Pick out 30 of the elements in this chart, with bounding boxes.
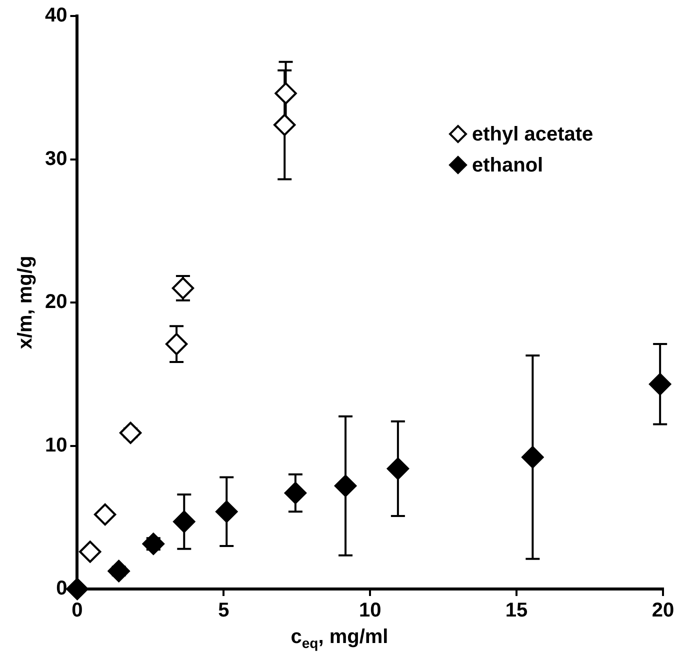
point <box>142 532 164 555</box>
x-axis-title: c$_{eq}$, mg/ml <box>290 626 390 651</box>
point <box>66 578 88 600</box>
point <box>79 540 102 563</box>
y-tick-label: 40 <box>44 4 68 27</box>
y-axis-title: x/m, mg/g <box>14 256 37 350</box>
point <box>120 422 142 444</box>
y-tick-label: 10 <box>44 434 68 456</box>
y-tick-label: 30 <box>44 148 68 170</box>
point <box>284 482 306 504</box>
legend-label: ethanol <box>472 154 544 177</box>
y-tick-label: 20 <box>44 291 68 314</box>
x-tick-label: 0 <box>72 600 83 622</box>
point <box>216 500 238 523</box>
point <box>94 504 116 526</box>
x-tick-label: 15 <box>505 600 528 622</box>
point <box>386 458 409 480</box>
point <box>274 114 296 136</box>
point <box>649 373 672 396</box>
point <box>274 82 297 104</box>
point <box>334 474 357 497</box>
x-tick-label: 10 <box>359 600 382 622</box>
y-tick-label: 0 <box>56 578 68 600</box>
point <box>108 560 130 582</box>
point <box>173 510 196 533</box>
legend-label: ethyl acetate <box>472 124 594 146</box>
point <box>522 446 544 468</box>
x-tick-label: 5 <box>218 600 230 622</box>
x-tick-label: 20 <box>652 600 674 622</box>
point <box>166 333 188 356</box>
